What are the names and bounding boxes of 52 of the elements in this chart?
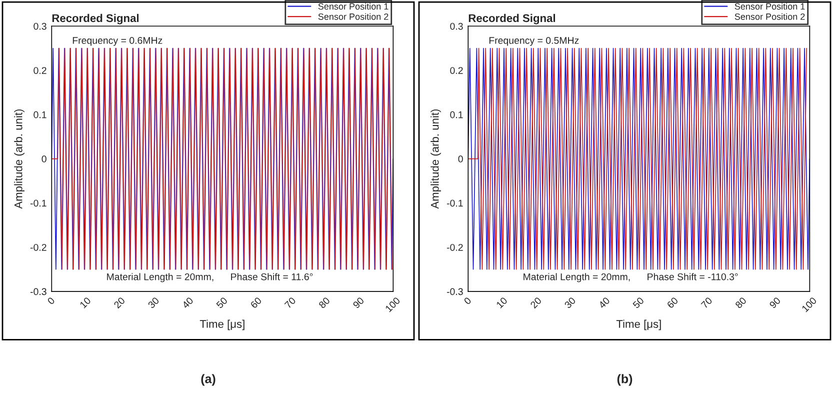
- x-tick-label: 20: [113, 296, 126, 309]
- legend-label: Sensor Position 2: [318, 13, 388, 20]
- x-tick-label: 90: [769, 296, 781, 309]
- x-tick-label: 40: [182, 296, 194, 309]
- chart-title: Recorded Signal: [52, 14, 139, 24]
- x-tick-label: 100: [384, 296, 400, 312]
- x-tick-label: 30: [148, 296, 160, 309]
- y-tick-label: -0.3: [446, 288, 463, 296]
- x-tick-label: 80: [318, 296, 330, 309]
- text: (a): [201, 374, 216, 386]
- x-tick-label: 70: [700, 296, 713, 309]
- annotation: Material Length = 20mm, Phase Shift = 11.6°: [107, 273, 313, 282]
- y-tick-label: 0.2: [450, 67, 463, 74]
- y-tick-label: -0.3: [30, 288, 46, 296]
- y-axis-title: Amplitude (arb. unit): [430, 109, 441, 209]
- x-tick-label: 50: [632, 296, 644, 309]
- y-tick-label: 0.3: [34, 22, 46, 30]
- y-tick-label: -0.1: [446, 200, 463, 207]
- x-tick-label: 60: [250, 296, 262, 309]
- y-tick-label: 0.1: [450, 111, 463, 118]
- annotation: Frequency = 0.6MHz: [72, 37, 162, 46]
- y-tick-label: -0.2: [30, 244, 46, 251]
- x-tick-label: 20: [530, 296, 542, 309]
- y-axis-title: Amplitude (arb. unit): [14, 109, 24, 209]
- x-tick-label: 50: [216, 296, 228, 309]
- x-axis-title: Time [μs]: [200, 320, 244, 330]
- x-tick-label: 0: [46, 296, 56, 305]
- legend-label: Sensor Position 2: [734, 13, 805, 20]
- x-tick-label: 80: [734, 296, 747, 309]
- y-tick-label: 0: [42, 156, 46, 162]
- y-tick-label: 0.1: [34, 111, 46, 118]
- chart-title: Recorded Signal: [468, 14, 556, 24]
- x-tick-label: 10: [496, 296, 508, 308]
- x-axis-title: Time [μs]: [616, 320, 661, 330]
- annotation: Frequency = 0.5MHz: [489, 37, 579, 46]
- y-tick-label: 0.3: [450, 22, 463, 30]
- y-tick-label: 0: [458, 156, 463, 162]
- x-tick-label: 60: [666, 296, 678, 309]
- y-tick-label: -0.2: [446, 244, 463, 251]
- x-tick-label: 40: [598, 296, 610, 309]
- x-tick-label: 90: [352, 296, 364, 309]
- x-tick-label: 100: [801, 296, 817, 312]
- y-tick-label: 0.2: [34, 67, 46, 74]
- legend-label: Sensor Position 1: [734, 2, 805, 10]
- annotation: Material Length = 20mm, Phase Shift = -110.3°: [524, 273, 738, 282]
- x-tick-label: 70: [284, 296, 296, 309]
- x-tick-label: 0: [463, 296, 472, 305]
- x-tick-label: 30: [564, 296, 576, 309]
- legend-label: Sensor Position 1: [318, 2, 388, 10]
- text: (b): [617, 374, 632, 386]
- x-tick-label: 10: [79, 296, 92, 308]
- y-tick-label: -0.1: [30, 200, 46, 207]
